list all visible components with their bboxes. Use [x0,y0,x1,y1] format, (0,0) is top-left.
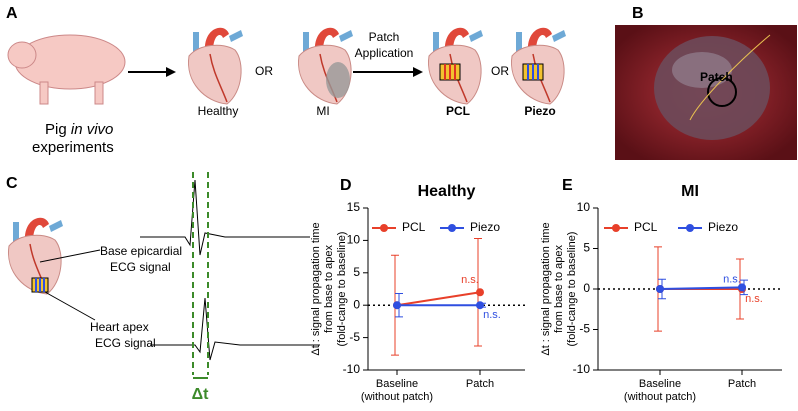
y-tick-label: -5 [579,322,590,336]
panel-label: B [632,5,644,22]
delta-t-lines [192,172,209,379]
arrowheads [166,67,423,77]
y-tick-label: 5 [353,265,360,279]
y-tick-label: -10 [343,362,361,376]
pig-label: Pig in vivo [45,121,113,138]
label-delta-t: Δt [192,386,210,403]
label-or: OR [255,64,273,78]
y-axis-label: (fold-cange to baseline) [566,232,578,347]
legend-label: Piezo [470,220,500,234]
label-patch: Patch [700,70,733,84]
ecg-traces [39,179,320,361]
y-tick-label: 0 [353,297,360,311]
point [476,288,484,297]
legend-marker [448,224,456,232]
y-axis-label: from base to apex [323,244,335,333]
x-tick-label: Baseline (without patch) [360,378,434,403]
legend-marker [686,224,694,232]
label-base: Base epicardial [100,244,182,258]
legend-marker [380,224,388,232]
pig-illustration [7,34,126,105]
legend-label: PCL [402,220,426,234]
x-tick-label: Baseline (without patch) [623,378,697,403]
y-tick-label: 5 [583,241,590,255]
x-tick-label: Patch [727,378,757,390]
series-line [396,291,481,307]
annotation: n.s. [723,273,741,285]
label-base: ECG signal [110,260,171,274]
legend-marker [612,224,620,232]
label-piezo: Piezo [524,104,555,118]
x-tick-label: Patch [465,378,495,390]
panel-label: A [6,5,18,22]
label-apex: Heart apex [90,320,149,334]
y-tick-label: -10 [573,362,591,376]
point [656,285,664,293]
annotation: n.s. [483,309,501,321]
point [738,283,746,292]
point [476,301,484,310]
label-patch-application: Application [355,46,414,60]
label-healthy: Healthy [198,104,239,118]
panel-label: E [562,177,573,194]
infarct [326,62,350,98]
chart-title: MI [681,183,699,200]
y-axis-label: Δt : signal propagation time [540,222,552,355]
label-pcl: PCL [446,104,470,118]
series-line [659,286,743,290]
y-axis-label: Δt : signal propagation time [310,222,322,355]
y-tick-label: -5 [349,330,360,344]
pig-label-2: in vivo [71,121,114,138]
y-axis-label: from base to apex [553,244,565,333]
surgery-photo [615,25,797,160]
annotation: n.s. [745,293,763,305]
legend-label: PCL [634,220,658,234]
chart-title: Healthy [418,183,476,200]
y-tick-label: 15 [347,200,361,214]
y-tick-label: 0 [583,281,590,295]
pig-label-1: Pig [45,121,67,138]
panel-label: D [340,177,352,194]
y-tick-label: 10 [577,200,591,214]
annotation: n.s. [461,274,479,286]
label-apex: ECG signal [95,336,156,350]
y-tick-label: 10 [347,233,361,247]
patch-c [31,277,49,293]
piezo-patch [522,63,544,81]
label-mi: MI [316,104,329,118]
label-or: OR [491,64,509,78]
label-patch-application: Patch [369,30,400,44]
panel-label: C [6,175,18,192]
heart-healthy [187,27,244,105]
pig-label-3: experiments [32,139,114,156]
y-axis-label: (fold-cange to baseline) [336,232,348,347]
pcl-patch [439,63,461,81]
legend-label: Piezo [708,220,738,234]
point [393,301,401,310]
